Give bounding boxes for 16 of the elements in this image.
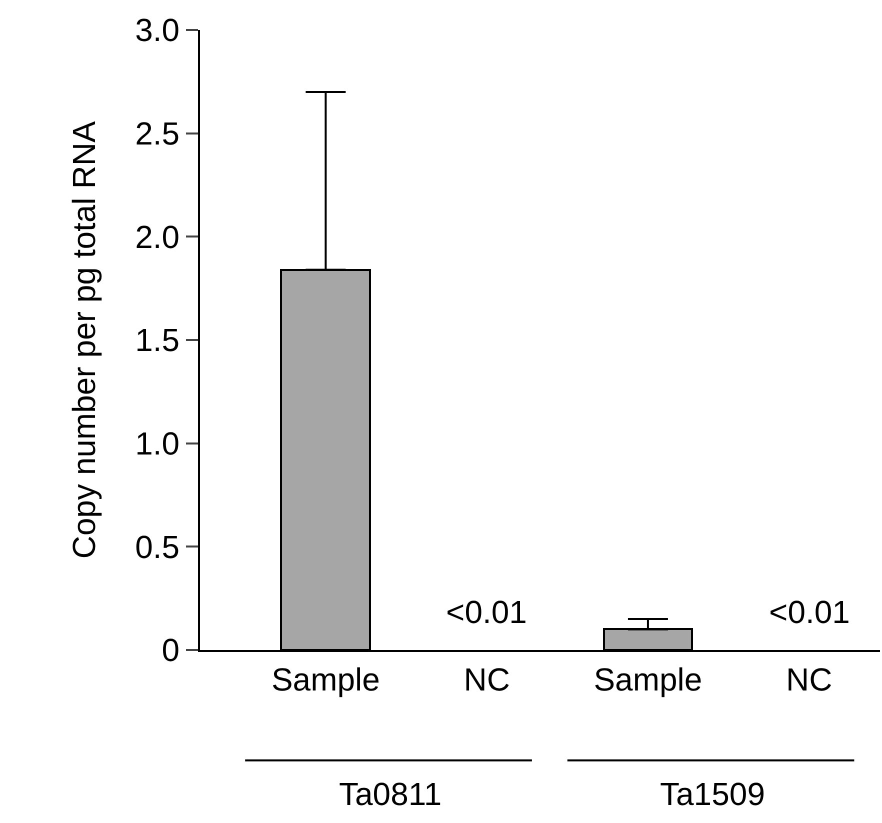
y-tick-label: 2.0 xyxy=(135,218,180,255)
y-tick-label: 0.5 xyxy=(135,528,180,565)
x-tick-label: Sample xyxy=(594,661,702,698)
x-tick-label: NC xyxy=(464,661,510,698)
y-tick-label: 1.5 xyxy=(135,322,180,358)
y-tick-label: 2.5 xyxy=(135,116,180,152)
text: Ta0811 xyxy=(339,776,442,812)
text: Ta1509 xyxy=(660,776,765,812)
y-axis-title: Copy number per pg total RNA xyxy=(66,120,102,559)
x-tick-label: NC xyxy=(786,661,832,698)
y-tick-label: 0 xyxy=(162,632,180,668)
text: <0.01 xyxy=(446,594,527,630)
text: <0.01 xyxy=(769,594,850,630)
y-tick-label: 1.0 xyxy=(135,426,180,462)
y-tick-label: 3.0 xyxy=(135,12,180,48)
x-tick-label: Sample xyxy=(271,661,380,698)
